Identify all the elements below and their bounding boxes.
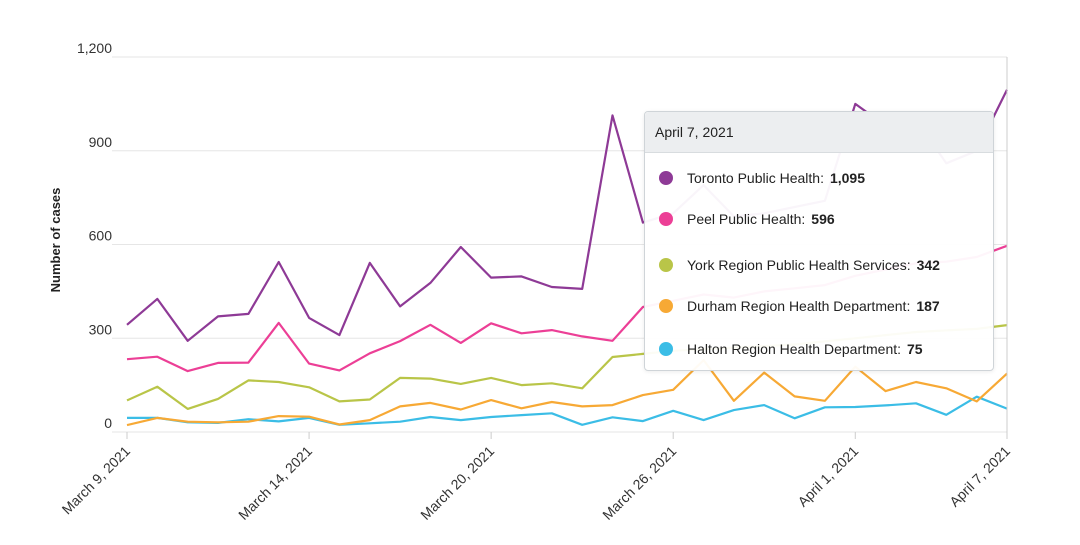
x-tick-label: April 7, 2021 [946, 443, 1013, 510]
legend-dot-icon [659, 342, 673, 356]
x-axis-ticks: March 9, 2021 March 14, 2021 March 20, 202… [59, 432, 1013, 523]
tooltip-row-value: 1,095 [829, 170, 866, 186]
y-axis-ticks: 0 300 600 900 1,200 [77, 40, 112, 431]
tooltip-row-label: York Region Public Health Services: [687, 257, 911, 273]
legend-dot-icon [659, 212, 673, 226]
legend-dot-icon [659, 171, 673, 185]
tooltip-row-label: Toronto Public Health: [687, 170, 824, 186]
x-tick-label: March 26, 2021 [599, 443, 679, 523]
tooltip-row-label: Durham Region Health Department: [687, 298, 911, 314]
y-tick-label: 600 [89, 228, 113, 244]
series-line [126, 89, 1008, 342]
tooltip-row-peel: Peel Public Health: 596 [659, 209, 835, 229]
tooltip-row-label: Peel Public Health: [687, 211, 806, 227]
tooltip-row-value: 75 [907, 341, 923, 357]
series-line [127, 395, 1008, 426]
x-tick-label: March 9, 2021 [59, 443, 134, 518]
y-tick-label: 900 [89, 134, 113, 150]
legend-dot-icon [659, 299, 673, 313]
y-tick-label: 0 [104, 415, 112, 431]
tooltip-row-york: York Region Public Health Services: 342 [659, 255, 940, 275]
y-tick-label: 1,200 [77, 40, 112, 56]
y-axis-label: Number of cases [48, 188, 63, 293]
legend-dot-icon [659, 258, 673, 272]
tooltip-row-value: 187 [916, 298, 940, 314]
tooltip-date: April 7, 2021 [645, 112, 993, 153]
tooltip-row-durham: Durham Region Health Department: 187 [659, 296, 940, 316]
tooltip-row-value: 342 [916, 257, 940, 273]
x-tick-label: March 14, 2021 [235, 443, 315, 523]
x-tick-label: March 20, 2021 [417, 443, 497, 523]
x-tick-label: April 1, 2021 [794, 443, 861, 510]
hover-tooltip: April 7, 2021 Toronto Public Health: 1,09… [644, 111, 994, 371]
tooltip-row-label: Halton Region Health Department: [687, 341, 902, 357]
tooltip-row-halton: Halton Region Health Department: 75 [659, 339, 923, 359]
tooltip-row-toronto: Toronto Public Health: 1,095 [659, 168, 865, 188]
y-tick-label: 300 [89, 321, 113, 337]
tooltip-row-value: 596 [811, 211, 835, 227]
